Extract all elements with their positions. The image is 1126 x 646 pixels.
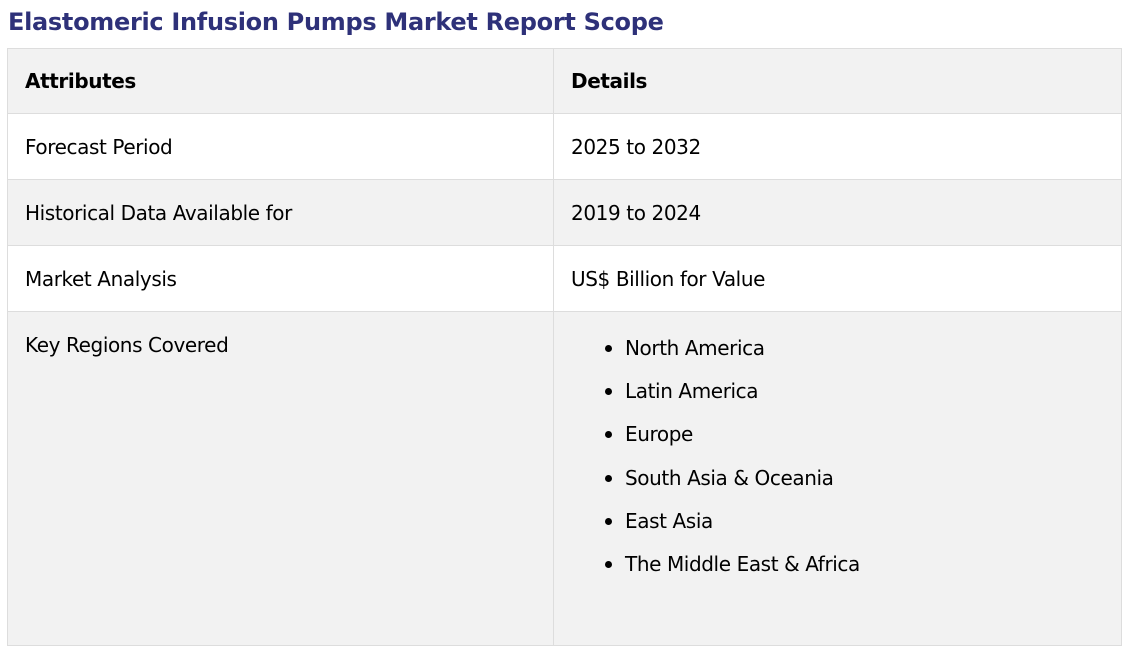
attribute-cell: Historical Data Available for xyxy=(7,179,554,246)
bullet-icon xyxy=(605,431,612,439)
attribute-cell: Key Regions Covered xyxy=(7,311,554,646)
detail-cell: 2025 to 2032 xyxy=(553,113,1122,180)
region-list-item: The Middle East & Africa xyxy=(605,551,1121,576)
report-scope-table: Attributes Details Forecast Period 2025 … xyxy=(7,48,1122,646)
regions-list: North America Latin America Europe South… xyxy=(571,312,1121,576)
table-row: Market Analysis US$ Billion for Value xyxy=(7,245,1122,312)
attribute-cell: Forecast Period xyxy=(7,113,554,180)
bullet-icon xyxy=(605,388,612,396)
detail-cell: 2019 to 2024 xyxy=(553,179,1122,246)
region-list-item: North America xyxy=(605,336,1121,360)
region-list-item: Europe xyxy=(605,422,1121,447)
table-row: Forecast Period 2025 to 2032 xyxy=(7,113,1122,180)
region-label: South Asia & Oceania xyxy=(625,465,834,490)
bullet-icon xyxy=(605,560,612,568)
header-attributes: Attributes xyxy=(7,48,554,114)
region-list-item: South Asia & Oceania xyxy=(605,465,1121,490)
bullet-icon xyxy=(605,474,612,482)
region-label: North America xyxy=(625,336,765,360)
region-list-item: Latin America xyxy=(605,379,1121,404)
bullet-icon xyxy=(605,517,612,525)
bullet-icon xyxy=(605,345,612,352)
region-label: The Middle East & Africa xyxy=(625,551,860,576)
region-label: Europe xyxy=(625,422,693,447)
detail-cell: US$ Billion for Value xyxy=(553,245,1122,312)
table-header-row: Attributes Details xyxy=(7,48,1122,114)
table-row: Historical Data Available for 2019 to 20… xyxy=(7,179,1122,246)
header-details: Details xyxy=(553,48,1122,114)
page-title: Elastomeric Infusion Pumps Market Report… xyxy=(8,8,664,36)
regions-cell: North America Latin America Europe South… xyxy=(553,311,1122,646)
region-label: Latin America xyxy=(625,379,759,404)
attribute-cell: Market Analysis xyxy=(7,245,554,312)
region-list-item: East Asia xyxy=(605,508,1121,533)
region-label: East Asia xyxy=(625,508,713,533)
table-row-regions: Key Regions Covered North America Latin … xyxy=(7,311,1122,646)
